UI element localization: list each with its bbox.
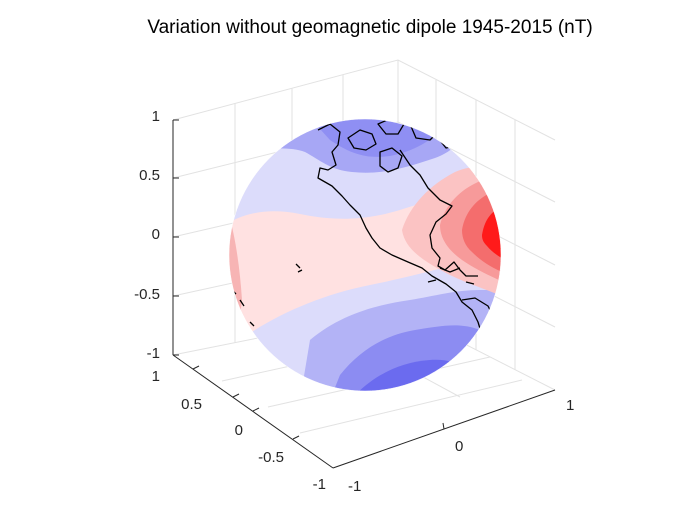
region-north-pacific-negative — [229, 130, 501, 225]
z-tick-label: 0 — [152, 226, 160, 243]
x-tick-label: -1 — [348, 478, 361, 495]
z-tick-label: -1 — [147, 345, 160, 362]
x-tick-label: 1 — [566, 397, 574, 414]
z-tick-label: -0.5 — [134, 286, 160, 303]
globe — [229, 119, 501, 391]
chart-title: Variation without geomagnetic dipole 194… — [147, 17, 592, 38]
region-east-positive-core — [482, 207, 501, 262]
x-tick-label: 0 — [455, 438, 463, 455]
coastline-north-america-east — [399, 149, 478, 277]
y-axis-ticks: 1 0.5 0 -0.5 -1 — [152, 365, 326, 493]
coastline-caribbean — [427, 267, 475, 285]
y-tick-label: 1 — [152, 368, 160, 385]
x-axis-ticks: -1 0 1 — [348, 397, 574, 495]
coastline-hudson-bay — [379, 147, 403, 173]
z-axis-ticks: 1 0.5 0 -0.5 -1 — [134, 108, 179, 362]
y-tick-label: -0.5 — [258, 449, 284, 466]
y-tick-label: -1 — [313, 476, 326, 493]
coastlines — [231, 119, 496, 391]
z-tick-label: 1 — [152, 108, 160, 125]
y-tick-label: 0 — [235, 422, 243, 439]
z-tick-label: 0.5 — [139, 167, 160, 184]
y-tick-label: 0.5 — [181, 396, 202, 413]
